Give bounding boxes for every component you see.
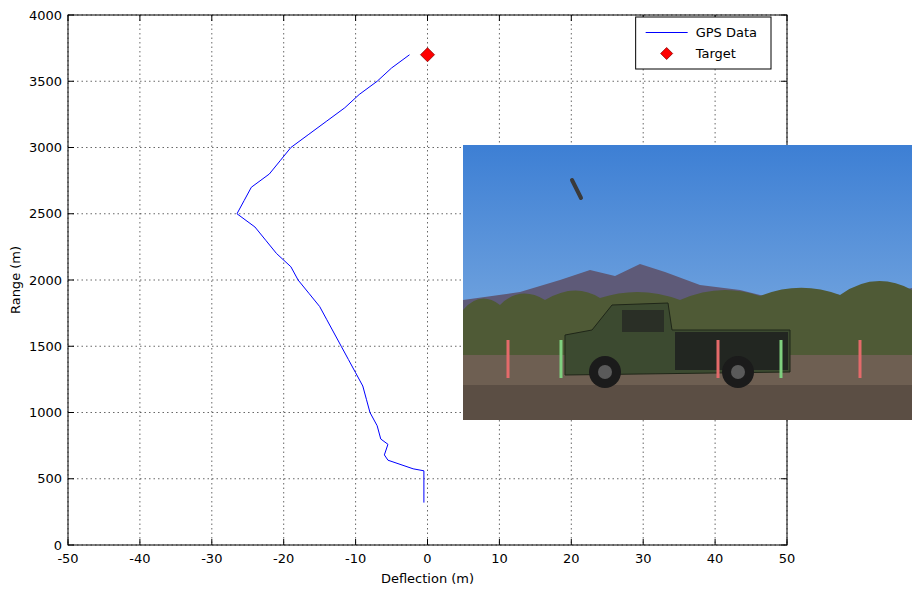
x-tick — [643, 539, 644, 545]
y-tick-label: 2000 — [29, 273, 62, 288]
x-tick — [211, 15, 212, 21]
y-tick — [68, 346, 74, 347]
legend: GPS Data Target — [636, 17, 771, 69]
y-tick — [781, 81, 787, 82]
legend-label: Target — [695, 46, 736, 61]
x-tick-label: 0 — [423, 551, 431, 566]
y-tick-label: 4000 — [29, 8, 62, 23]
x-tick-label: 50 — [779, 551, 796, 566]
y-axis-title: Range (m) — [8, 246, 23, 314]
y-tick — [68, 81, 74, 82]
y-tick-label: 3500 — [29, 74, 62, 89]
y-tick-label: 2500 — [29, 206, 62, 221]
x-tick — [499, 15, 500, 21]
x-tick — [139, 15, 140, 21]
y-tick-label: 500 — [37, 471, 62, 486]
gps-line — [237, 55, 424, 503]
x-tick — [283, 15, 284, 21]
x-tick-label: -30 — [201, 551, 222, 566]
grid-line — [68, 478, 787, 479]
x-tick-label: 40 — [707, 551, 724, 566]
x-tick — [355, 15, 356, 21]
x-axis-title: Deflection (m) — [381, 571, 474, 586]
x-tick — [427, 539, 428, 545]
x-tick-label: 30 — [635, 551, 652, 566]
y-tick — [68, 280, 74, 281]
inset-photo — [463, 145, 912, 420]
x-tick — [355, 539, 356, 545]
x-tick-label: -10 — [345, 551, 366, 566]
x-tick-label: -50 — [57, 551, 78, 566]
x-tick — [499, 539, 500, 545]
y-tick-label: 1000 — [29, 405, 62, 420]
x-tick-label: -40 — [129, 551, 150, 566]
x-tick-label: 10 — [491, 551, 508, 566]
x-tick — [715, 539, 716, 545]
x-tick — [139, 539, 140, 545]
x-tick — [427, 15, 428, 21]
target-marker — [421, 48, 435, 62]
grid-line — [427, 15, 428, 545]
x-tick — [571, 15, 572, 21]
y-tick-label: 1500 — [29, 339, 62, 354]
grid-line — [355, 15, 356, 545]
x-tick-label: 20 — [563, 551, 580, 566]
y-tick-label: 3000 — [29, 140, 62, 155]
chart: -50-40-30-20-100102030405005001000150020… — [0, 0, 912, 600]
grid-line — [68, 81, 787, 82]
y-tick — [781, 478, 787, 479]
x-tick — [571, 539, 572, 545]
legend-swatch — [646, 32, 688, 33]
x-tick — [283, 539, 284, 545]
data-layer — [237, 48, 435, 503]
legend-swatch — [661, 48, 673, 60]
legend-box — [636, 17, 771, 69]
y-tick — [68, 147, 74, 148]
y-tick — [68, 478, 74, 479]
y-tick-label: 0 — [54, 538, 62, 553]
x-tick — [211, 539, 212, 545]
y-tick — [68, 412, 74, 413]
y-tick — [68, 213, 74, 214]
x-tick-label: -20 — [273, 551, 294, 566]
legend-label: GPS Data — [696, 25, 757, 40]
